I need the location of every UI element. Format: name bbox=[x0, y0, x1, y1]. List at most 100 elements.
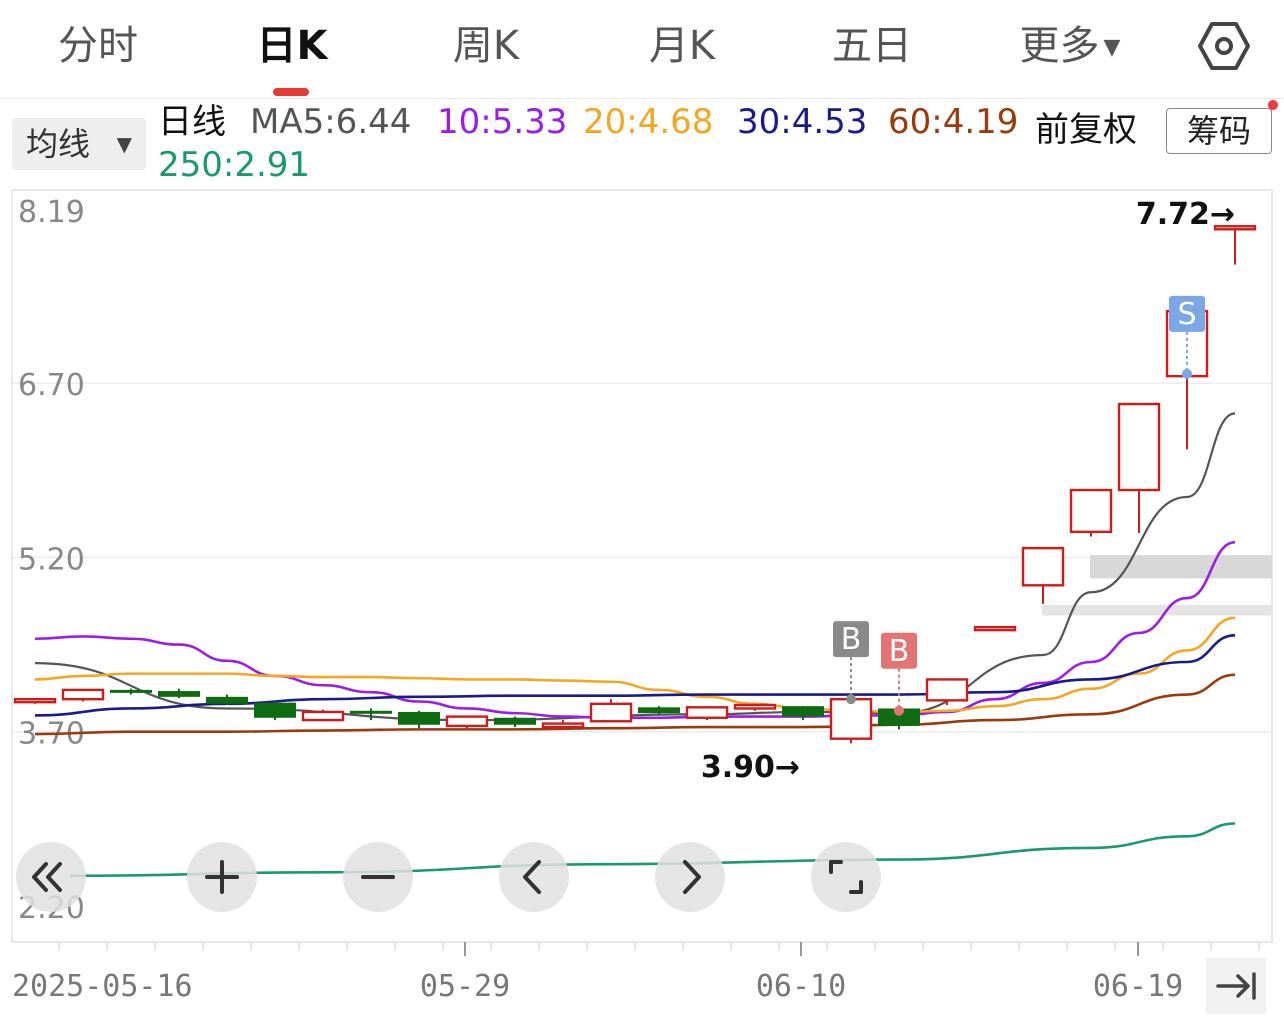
candle bbox=[110, 688, 152, 695]
min-price-label: 3.90→ bbox=[701, 750, 800, 785]
ma-line-ma60 bbox=[34, 673, 1236, 736]
candle bbox=[589, 699, 633, 723]
zoom-in-button[interactable] bbox=[187, 842, 257, 912]
candle-body-up bbox=[685, 706, 729, 719]
candle bbox=[61, 688, 105, 702]
candle-body-up bbox=[1069, 488, 1113, 534]
trade-badge-label: S bbox=[1177, 297, 1196, 332]
candle bbox=[973, 625, 1017, 632]
candle-body-down bbox=[206, 696, 248, 704]
y-tick-label: 5.20 bbox=[18, 542, 85, 577]
price-adjust-toggle[interactable]: 前复权 bbox=[1035, 110, 1137, 150]
candle bbox=[1117, 402, 1161, 534]
jump-to-end-icon bbox=[1216, 972, 1256, 1000]
pan-right-button[interactable] bbox=[655, 842, 725, 912]
candle bbox=[1069, 488, 1113, 537]
badge-anchor-dot bbox=[894, 705, 904, 716]
candle-body-up bbox=[541, 722, 585, 729]
settings-icon[interactable] bbox=[1196, 20, 1252, 72]
candle-body-up bbox=[1213, 225, 1257, 231]
tab-monthly-k[interactable]: 月K bbox=[630, 18, 734, 74]
tab-weekly-k[interactable]: 周K bbox=[434, 18, 538, 74]
trade-badge-label: B bbox=[889, 634, 910, 669]
trade-badge-s bbox=[1169, 295, 1205, 332]
candle-body-down bbox=[350, 710, 392, 714]
plot-area bbox=[11, 189, 1273, 943]
y-tick-label: 8.19 bbox=[18, 195, 85, 230]
active-tab-indicator bbox=[273, 88, 309, 96]
fast-rewind-icon bbox=[32, 862, 62, 892]
trade-badge-b bbox=[881, 632, 917, 669]
candle bbox=[13, 697, 57, 704]
fullscreen-icon bbox=[829, 860, 863, 894]
ma-line-ma10 bbox=[34, 541, 1236, 720]
trade-badge-label: B bbox=[841, 622, 862, 657]
zoom-in-icon bbox=[205, 860, 239, 894]
ma-header-bar: 均线 ▼ 日线 MA5:6.44 10:5.33 20:4.68 30:4.53… bbox=[0, 100, 1284, 186]
ma-type-dropdown[interactable]: 均线 ▼ bbox=[12, 118, 146, 170]
candle-body-down bbox=[398, 711, 440, 725]
chip-band bbox=[1090, 555, 1272, 579]
x-tick-label: 2025-05-16 bbox=[12, 969, 193, 1004]
pan-left-button[interactable] bbox=[499, 842, 569, 912]
candle bbox=[158, 688, 200, 699]
ma250-value: 250:2.91 bbox=[158, 145, 311, 185]
zoom-out-icon bbox=[361, 875, 395, 879]
candle-body-up bbox=[301, 710, 345, 722]
jump-to-latest-button[interactable] bbox=[1206, 958, 1266, 1014]
candle bbox=[685, 706, 729, 721]
ma-line-ma5 bbox=[34, 412, 1236, 722]
y-tick-label: 6.70 bbox=[18, 368, 85, 403]
notification-dot bbox=[1268, 100, 1278, 110]
candlestick-chart[interactable]: 8.196.705.203.702.20BBS7.72→3.90→2025-05… bbox=[0, 180, 1284, 1028]
candle bbox=[350, 708, 392, 721]
x-tick-label: 06-19 bbox=[1093, 969, 1183, 1004]
candle-body-up bbox=[1117, 402, 1161, 492]
candle bbox=[398, 710, 440, 729]
candle-body-down bbox=[494, 717, 536, 725]
tab-label: 月K bbox=[648, 23, 716, 69]
tab-daily-k[interactable]: 日K bbox=[240, 18, 344, 74]
ma-period-label: 日线 bbox=[158, 102, 226, 142]
candle bbox=[733, 703, 777, 711]
arrow-left-icon bbox=[523, 860, 541, 894]
badge-anchor-dot bbox=[1182, 368, 1192, 379]
ma-line-ma250 bbox=[69, 822, 1236, 878]
tab-label: 更多 bbox=[1019, 23, 1100, 69]
tab-intraday[interactable]: 分时 bbox=[48, 18, 148, 74]
ma-line-ma20 bbox=[34, 616, 1236, 714]
ma-dropdown-label: 均线 bbox=[26, 125, 91, 163]
tab-label: 分时 bbox=[58, 23, 138, 69]
tab-more[interactable]: 更多 ▼ bbox=[1010, 18, 1130, 74]
ma20-value: 20:4.68 bbox=[583, 102, 714, 142]
zoom-out-button[interactable] bbox=[343, 842, 413, 912]
candle bbox=[301, 709, 345, 722]
tab-label: 五日 bbox=[832, 23, 912, 69]
candle-body-up bbox=[61, 688, 105, 701]
candle bbox=[494, 716, 536, 728]
candle-body-down bbox=[782, 706, 824, 717]
candle bbox=[638, 706, 680, 716]
ma60-value: 60:4.19 bbox=[888, 102, 1019, 142]
candle-body-up bbox=[589, 702, 633, 723]
candle-body-down bbox=[878, 708, 920, 726]
candle-body-up bbox=[925, 678, 969, 702]
chip-distribution-button[interactable]: 筹码 bbox=[1166, 108, 1272, 154]
candle-body-down bbox=[254, 702, 296, 718]
x-tick-label: 05-29 bbox=[420, 969, 510, 1004]
badge-anchor-dot bbox=[846, 694, 856, 705]
candle bbox=[1213, 225, 1257, 265]
candle bbox=[541, 720, 585, 729]
candle-body-up bbox=[445, 715, 489, 728]
candle-body-up bbox=[13, 697, 57, 704]
ma5-value: MA5:6.44 bbox=[250, 102, 412, 142]
fast-rewind-button[interactable] bbox=[16, 842, 86, 912]
candle-body-up bbox=[829, 697, 873, 740]
tab-label: 日K bbox=[256, 23, 328, 69]
candle bbox=[925, 678, 969, 705]
candle bbox=[254, 701, 296, 721]
triangle-down-icon: ▼ bbox=[116, 132, 132, 156]
tab-five-day[interactable]: 五日 bbox=[820, 18, 924, 74]
x-tick-label: 06-10 bbox=[756, 969, 846, 1004]
fullscreen-button[interactable] bbox=[811, 842, 881, 912]
